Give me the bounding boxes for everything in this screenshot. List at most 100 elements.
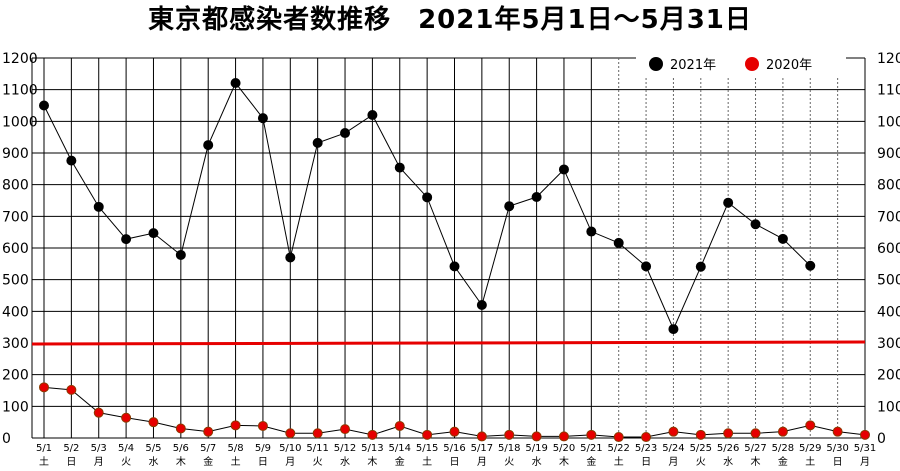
data-point-2021 xyxy=(39,100,49,111)
data-point-2021 xyxy=(777,233,788,244)
data-point-2020 xyxy=(121,412,132,423)
data-point-2021 xyxy=(668,324,679,335)
x-tick-weekday: 金 xyxy=(203,455,213,468)
data-point-2020 xyxy=(285,428,296,439)
data-point-2020 xyxy=(230,420,241,431)
x-tick-date: 5/18 xyxy=(498,443,520,454)
x-tick-weekday: 月 xyxy=(94,456,104,468)
x-tick-weekday: 土 xyxy=(805,455,815,468)
x-tick-date: 5/29 xyxy=(799,443,821,454)
data-point-2020 xyxy=(558,431,569,442)
x-tick-date: 5/14 xyxy=(389,443,411,454)
x-tick-date: 5/24 xyxy=(662,443,684,454)
data-point-2020 xyxy=(504,429,515,440)
data-point-2020 xyxy=(394,420,405,431)
data-point-2021 xyxy=(257,113,268,124)
y-tick-label-right: 300 xyxy=(877,336,900,352)
x-tick-date: 5/20 xyxy=(553,443,575,454)
data-point-2020 xyxy=(367,429,378,440)
data-point-2021 xyxy=(121,234,132,245)
x-tick-date: 5/1 xyxy=(36,443,52,454)
x-tick-weekday: 水 xyxy=(340,456,350,468)
x-tick-date: 5/16 xyxy=(443,443,465,454)
y-tick-label-right: 900 xyxy=(877,146,900,162)
y-tick-label-left: 600 xyxy=(2,241,29,257)
data-point-2020 xyxy=(422,429,433,440)
data-point-2021 xyxy=(367,110,378,120)
y-tick-label-left: 1200 xyxy=(2,51,38,67)
x-tick-weekday: 月 xyxy=(860,456,870,468)
data-point-2021 xyxy=(230,78,241,89)
data-point-2021 xyxy=(805,260,816,271)
data-point-2021 xyxy=(340,128,351,139)
y-tick-label-right: 800 xyxy=(877,178,900,194)
y-tick-label-right: 200 xyxy=(877,368,900,384)
x-tick-date: 5/30 xyxy=(826,443,848,454)
data-point-2021 xyxy=(613,237,624,248)
series-points xyxy=(39,78,870,443)
data-point-2020 xyxy=(586,429,597,440)
y-tick-label-left: 700 xyxy=(2,209,29,225)
data-point-2021 xyxy=(394,162,405,173)
x-tick-date: 5/17 xyxy=(471,443,493,454)
x-tick-date: 5/15 xyxy=(416,443,438,454)
data-point-2020 xyxy=(175,423,186,434)
y-tick-label-left: 400 xyxy=(2,304,29,320)
data-point-2020 xyxy=(668,426,679,437)
data-point-2020 xyxy=(723,428,734,439)
y-tick-label-left: 800 xyxy=(2,178,29,194)
x-tick-weekday: 土 xyxy=(231,455,241,468)
x-tick-weekday: 木 xyxy=(367,456,377,468)
x-tick-weekday: 日 xyxy=(833,457,843,468)
x-tick-date: 5/23 xyxy=(635,443,657,454)
x-tick-date: 5/19 xyxy=(525,443,547,454)
x-tick-weekday: 土 xyxy=(614,455,624,468)
x-tick-date: 5/11 xyxy=(306,443,328,454)
reference-line-300 xyxy=(31,340,866,346)
data-point-2020 xyxy=(93,407,104,418)
x-tick-date: 5/31 xyxy=(854,443,876,454)
x-tick-weekday: 金 xyxy=(586,455,596,468)
data-point-2020 xyxy=(777,426,788,437)
x-tick-date: 5/12 xyxy=(334,443,356,454)
data-point-2021 xyxy=(148,228,159,239)
data-point-2021 xyxy=(476,300,487,310)
data-point-2020 xyxy=(66,384,77,395)
data-point-2020 xyxy=(860,429,870,440)
y-tick-label-left: 1000 xyxy=(2,114,38,130)
data-point-2020 xyxy=(203,426,214,437)
x-tick-weekday: 月 xyxy=(477,456,487,468)
grid xyxy=(31,57,866,439)
y-tick-label-right: 1100 xyxy=(877,83,900,99)
x-tick-date: 5/5 xyxy=(145,443,161,454)
data-point-2021 xyxy=(723,197,734,208)
x-tick-weekday: 木 xyxy=(751,456,761,468)
y-tick-label-right: 100 xyxy=(877,399,900,415)
x-tick-date: 5/26 xyxy=(717,443,739,454)
x-tick-weekday: 火 xyxy=(504,456,514,468)
data-point-2021 xyxy=(531,192,542,203)
x-tick-weekday: 日 xyxy=(450,457,460,468)
data-point-2020 xyxy=(257,420,268,431)
y-tick-label-right: 1000 xyxy=(877,114,900,130)
x-axis-ticks: 5/1土5/2日5/3月5/4火5/5水5/6木5/7金5/8土5/9日5/10… xyxy=(36,443,876,468)
data-point-2020 xyxy=(641,432,652,443)
data-point-2021 xyxy=(312,137,323,148)
data-point-2021 xyxy=(750,219,761,230)
x-tick-weekday: 木 xyxy=(176,456,186,468)
x-tick-date: 5/8 xyxy=(228,443,244,454)
x-tick-weekday: 日 xyxy=(641,457,651,468)
data-point-2021 xyxy=(66,155,77,166)
legend-label-2020: 2020年 xyxy=(766,58,812,73)
x-tick-weekday: 木 xyxy=(559,456,569,468)
y-tick-label-left: 1100 xyxy=(2,83,38,99)
legend-marker-2020 xyxy=(745,57,759,71)
x-tick-date: 5/28 xyxy=(772,443,794,454)
y-tick-label-right: 400 xyxy=(877,304,900,320)
x-tick-weekday: 土 xyxy=(39,455,49,468)
data-point-2021 xyxy=(586,226,597,237)
x-tick-weekday: 火 xyxy=(121,456,131,468)
x-tick-weekday: 金 xyxy=(778,455,788,468)
data-point-2020 xyxy=(805,420,816,431)
y-tick-label-right: 1200 xyxy=(877,51,900,67)
